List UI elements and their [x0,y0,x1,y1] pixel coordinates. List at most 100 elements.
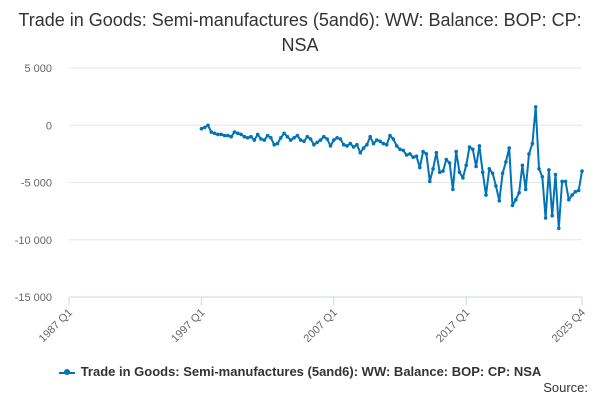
data-point[interactable] [461,176,465,180]
data-point[interactable] [206,123,210,128]
data-point[interactable] [490,171,495,176]
data-point[interactable] [421,149,425,154]
data-point[interactable] [245,136,250,140]
data-point[interactable] [388,133,392,138]
data-point[interactable] [576,188,581,193]
data-point[interactable] [428,179,432,184]
data-point[interactable] [507,146,512,150]
data-point[interactable] [474,164,478,169]
data-point[interactable] [434,150,439,155]
data-point[interactable] [375,138,379,142]
data-point[interactable] [573,189,578,194]
data-point[interactable] [424,152,429,156]
data-point[interactable] [437,170,442,174]
data-point[interactable] [570,193,574,197]
data-point[interactable] [408,152,412,156]
data-point[interactable] [523,187,528,192]
data-point[interactable] [365,142,369,147]
data-point[interactable] [381,141,386,146]
data-point[interactable] [216,132,220,137]
data-point[interactable] [557,226,561,231]
data-point[interactable] [262,138,267,142]
data-point[interactable] [454,149,459,154]
data-point[interactable] [500,171,505,176]
data-point[interactable] [464,163,469,168]
data-point[interactable] [537,167,541,171]
data-point[interactable] [222,133,227,138]
data-point[interactable] [444,157,449,162]
data-point[interactable] [292,136,296,140]
data-point[interactable] [497,199,502,203]
data-point[interactable] [378,139,382,144]
data-point[interactable] [540,175,545,179]
data-point[interactable] [563,179,568,184]
data-point[interactable] [414,154,419,158]
data-point[interactable] [517,191,521,195]
data-point[interactable] [259,137,263,141]
data-point[interactable] [351,145,356,149]
data-point[interactable] [255,132,260,137]
data-point[interactable] [441,169,445,173]
data-point[interactable] [477,144,482,148]
data-point[interactable] [457,170,462,174]
data-point[interactable] [355,142,359,147]
data-point[interactable] [401,148,406,153]
data-point[interactable] [232,130,237,134]
data-point[interactable] [242,134,247,139]
data-point[interactable] [275,141,280,146]
data-point[interactable] [361,146,366,150]
data-point[interactable] [332,138,336,142]
data-point[interactable] [341,142,346,147]
data-point[interactable] [510,203,515,208]
data-point[interactable] [550,213,554,218]
data-point[interactable] [305,134,310,139]
data-point[interactable] [288,138,293,142]
data-point[interactable] [282,131,286,136]
data-point[interactable] [348,141,353,146]
legend[interactable]: Trade in Goods: Semi-manufactures (5and6… [0,364,600,379]
data-point[interactable] [487,167,492,171]
data-point[interactable] [504,160,508,164]
data-point[interactable] [527,152,531,156]
data-point[interactable] [480,170,485,174]
data-point[interactable] [484,193,488,197]
data-point[interactable] [295,133,300,138]
data-point[interactable] [236,131,240,136]
data-point[interactable] [325,137,330,141]
data-point[interactable] [391,137,396,141]
data-point[interactable] [315,140,320,145]
data-point[interactable] [285,134,290,139]
data-point[interactable] [371,141,376,146]
data-point[interactable] [298,138,303,142]
data-point[interactable] [212,131,217,136]
data-point[interactable] [269,136,273,140]
data-point[interactable] [411,155,416,160]
data-point[interactable] [302,139,306,144]
data-point[interactable] [547,168,551,172]
data-point[interactable] [418,165,422,170]
data-point[interactable] [219,132,223,137]
data-point[interactable] [447,161,452,165]
data-point[interactable] [384,142,389,147]
data-point[interactable] [239,132,243,137]
data-point[interactable] [308,137,313,141]
data-point[interactable] [398,147,402,152]
data-point[interactable] [533,105,538,109]
data-point[interactable] [272,142,277,147]
data-point[interactable] [318,138,323,142]
data-point[interactable] [226,133,230,138]
data-point[interactable] [431,167,435,171]
data-point[interactable] [229,134,233,139]
data-point[interactable] [338,137,343,141]
data-point[interactable] [312,142,316,147]
data-point[interactable] [252,138,257,142]
data-point[interactable] [335,136,339,140]
data-point[interactable] [345,144,349,148]
data-point[interactable] [567,197,571,202]
data-point[interactable] [543,216,548,220]
data-point[interactable] [265,133,270,138]
data-point[interactable] [249,134,253,139]
data-point[interactable] [202,125,207,130]
data-point[interactable] [394,144,399,148]
data-point[interactable] [209,130,214,134]
